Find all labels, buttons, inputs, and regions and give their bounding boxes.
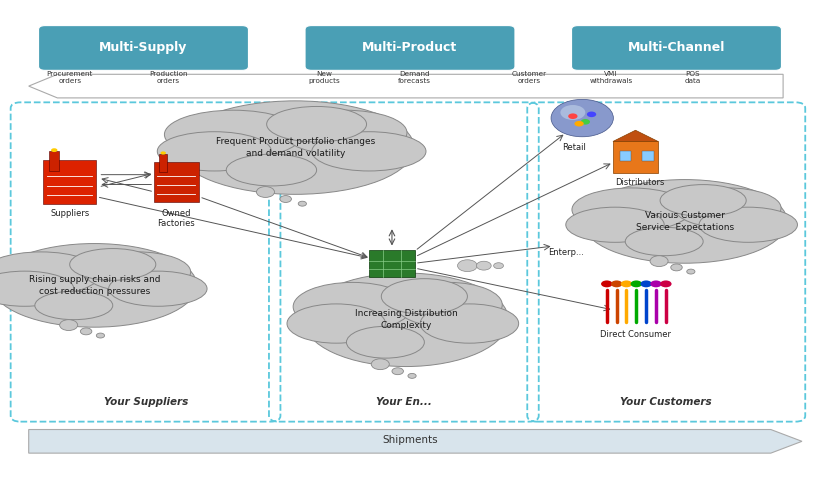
Text: Increasing Distribution
Complexity: Increasing Distribution Complexity xyxy=(354,309,457,330)
Ellipse shape xyxy=(699,207,796,242)
Ellipse shape xyxy=(0,252,101,295)
Ellipse shape xyxy=(659,184,745,216)
Ellipse shape xyxy=(572,188,690,231)
Circle shape xyxy=(161,152,165,154)
Ellipse shape xyxy=(624,227,703,256)
Circle shape xyxy=(348,316,356,321)
Circle shape xyxy=(586,112,595,117)
Ellipse shape xyxy=(0,271,74,306)
Text: Multi-Supply: Multi-Supply xyxy=(99,41,188,55)
Text: Multi-Product: Multi-Product xyxy=(362,41,457,55)
Circle shape xyxy=(568,113,577,119)
Circle shape xyxy=(600,280,612,287)
Circle shape xyxy=(493,263,503,269)
Circle shape xyxy=(256,186,274,197)
Text: Rising supply chain risks and
cost reduction pressures: Rising supply chain risks and cost reduc… xyxy=(29,275,160,296)
Circle shape xyxy=(640,280,651,287)
Text: New
products: New products xyxy=(308,71,339,84)
Polygon shape xyxy=(613,130,658,141)
Circle shape xyxy=(686,269,694,274)
FancyArrow shape xyxy=(29,74,782,98)
Circle shape xyxy=(580,119,590,124)
Ellipse shape xyxy=(266,106,366,142)
Text: Your Suppliers: Your Suppliers xyxy=(104,397,188,407)
FancyBboxPatch shape xyxy=(369,249,414,277)
Circle shape xyxy=(550,99,613,137)
Circle shape xyxy=(407,373,415,378)
Text: Your Customers: Your Customers xyxy=(619,397,711,407)
FancyBboxPatch shape xyxy=(305,26,514,70)
FancyBboxPatch shape xyxy=(38,26,248,70)
Ellipse shape xyxy=(395,282,502,327)
FancyBboxPatch shape xyxy=(619,151,631,160)
Text: Direct Consumer: Direct Consumer xyxy=(600,330,670,338)
FancyBboxPatch shape xyxy=(154,162,198,202)
FancyBboxPatch shape xyxy=(43,160,97,204)
Text: Frequent Product portfolio changes
and demand volatility: Frequent Product portfolio changes and d… xyxy=(215,137,374,158)
FancyBboxPatch shape xyxy=(159,154,167,172)
FancyBboxPatch shape xyxy=(571,26,781,70)
Text: Your En...: Your En... xyxy=(375,397,431,407)
Text: VMI
withdrawals: VMI withdrawals xyxy=(589,71,631,84)
Ellipse shape xyxy=(283,110,406,155)
Ellipse shape xyxy=(109,271,206,306)
Circle shape xyxy=(610,280,622,287)
Circle shape xyxy=(371,359,389,369)
Text: Multi-Channel: Multi-Channel xyxy=(627,41,724,55)
Text: Owned
Factories: Owned Factories xyxy=(157,209,195,228)
Circle shape xyxy=(559,105,585,120)
Ellipse shape xyxy=(381,278,467,314)
Circle shape xyxy=(670,264,681,271)
Circle shape xyxy=(97,333,105,338)
Text: Demand
forecasts: Demand forecasts xyxy=(397,71,430,84)
Circle shape xyxy=(51,148,57,152)
Text: Retail: Retail xyxy=(561,143,586,152)
Text: Procurement
orders: Procurement orders xyxy=(47,71,93,84)
Circle shape xyxy=(457,260,477,272)
Ellipse shape xyxy=(84,252,190,292)
Circle shape xyxy=(342,295,362,307)
Ellipse shape xyxy=(581,180,786,263)
FancyBboxPatch shape xyxy=(641,151,653,160)
Text: Various Customer
Service  Expectations: Various Customer Service Expectations xyxy=(635,211,733,232)
Ellipse shape xyxy=(346,326,424,358)
Circle shape xyxy=(60,320,78,331)
Circle shape xyxy=(630,280,641,287)
FancyBboxPatch shape xyxy=(613,141,658,173)
Ellipse shape xyxy=(164,110,302,159)
FancyBboxPatch shape xyxy=(49,151,59,171)
Ellipse shape xyxy=(311,132,426,171)
FancyArrow shape xyxy=(29,430,801,453)
Ellipse shape xyxy=(157,132,271,171)
Ellipse shape xyxy=(565,207,663,242)
Circle shape xyxy=(620,280,631,287)
Ellipse shape xyxy=(303,273,508,367)
Text: Shipments: Shipments xyxy=(382,435,437,445)
Text: Distributors: Distributors xyxy=(614,178,663,187)
Text: Production
orders: Production orders xyxy=(149,71,187,84)
Circle shape xyxy=(298,201,306,206)
Circle shape xyxy=(649,256,667,267)
Circle shape xyxy=(279,196,291,203)
Ellipse shape xyxy=(226,154,316,186)
Text: Suppliers: Suppliers xyxy=(50,209,89,218)
Circle shape xyxy=(659,280,671,287)
Ellipse shape xyxy=(293,282,412,331)
Text: Enterp...: Enterp... xyxy=(547,248,583,257)
Ellipse shape xyxy=(176,101,414,194)
Circle shape xyxy=(391,368,403,375)
Circle shape xyxy=(573,121,583,126)
Ellipse shape xyxy=(287,304,385,343)
Ellipse shape xyxy=(420,304,518,343)
Ellipse shape xyxy=(673,188,780,228)
Circle shape xyxy=(80,328,92,335)
Ellipse shape xyxy=(70,248,156,280)
Ellipse shape xyxy=(34,291,113,320)
Circle shape xyxy=(649,280,661,287)
Circle shape xyxy=(346,307,359,315)
Circle shape xyxy=(476,261,491,270)
Text: POS
data: POS data xyxy=(684,71,700,84)
Text: Customer
orders: Customer orders xyxy=(511,71,545,84)
Ellipse shape xyxy=(0,244,197,327)
